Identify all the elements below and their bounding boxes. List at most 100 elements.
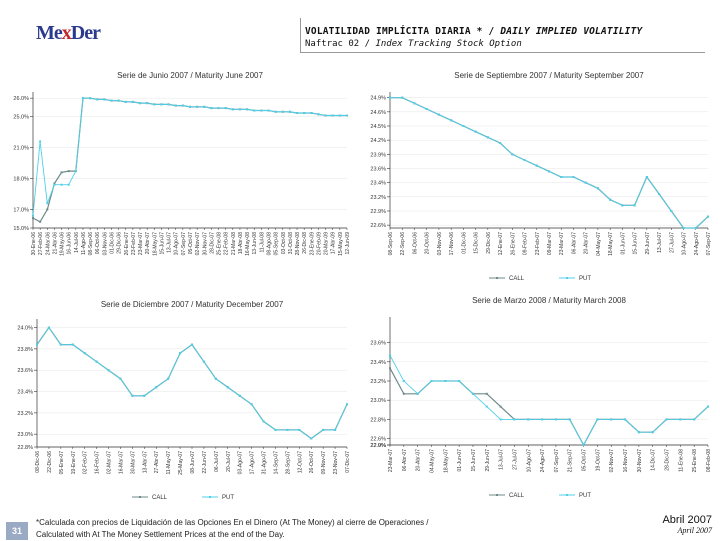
x-tick-label: 30-Nov-07 [637, 449, 643, 473]
data-point-put [462, 125, 465, 127]
data-point-call [32, 217, 34, 220]
data-point-call [53, 182, 56, 185]
x-tick-label: 26-Dic-08 [302, 232, 308, 254]
data-point-put [281, 110, 284, 113]
x-tick-label: 22-Jun-07 [202, 451, 208, 474]
data-point-put [450, 119, 453, 122]
x-tick-label: 16-Jun-06 [67, 232, 73, 255]
page-subtitle-en: Index Tracking Stock Option [375, 39, 522, 49]
data-point-put [322, 428, 325, 431]
data-point-put [95, 360, 98, 363]
data-point-put [96, 98, 99, 101]
data-point-call [46, 208, 49, 211]
x-tick-label: 23-Mar-07 [559, 232, 565, 255]
y-tick-label: 22.9% [370, 443, 386, 449]
data-point-call [60, 171, 63, 174]
footnote: *Calculada con precios de Liquidación de… [36, 517, 429, 541]
x-tick-label: 18-May-07 [152, 232, 158, 256]
data-point-put [60, 183, 63, 186]
data-point-put [124, 100, 127, 103]
data-point-put [670, 210, 673, 212]
x-tick-label: 16-Mar-07 [118, 451, 124, 474]
y-tick-label: 23.8% [17, 347, 33, 353]
x-tick-label: 30-Nov-07 [202, 232, 208, 256]
data-point-put [527, 418, 530, 421]
x-tick-label: 09-Feb-07 [523, 232, 529, 255]
x-tick-label: 13-Jul-07 [499, 449, 505, 470]
x-tick-label: 08-Sep-06 [388, 232, 394, 256]
data-point-put [658, 193, 661, 195]
data-point-put [499, 418, 502, 421]
x-tick-label: 27-Jul-07 [512, 449, 518, 470]
y-tick-label: 23.0% [17, 432, 33, 438]
date-es: Abril 2007 [662, 514, 712, 526]
x-tick-label: 23-Feb-07 [131, 232, 137, 255]
data-point-put [665, 418, 668, 421]
x-tick-label: 22-Feb-08 [224, 232, 230, 255]
data-point-put [633, 204, 636, 207]
x-tick-label: 12-Ene-07 [498, 232, 504, 256]
x-tick-label: 23-Feb-07 [535, 232, 541, 255]
data-point-put [486, 136, 489, 139]
x-tick-label: 06-Abr-07 [571, 232, 577, 254]
legend-marker-call [139, 496, 141, 498]
x-tick-label: 24-Ago-07 [540, 449, 546, 473]
chart-title: Serie de Marzo 2008 / Maturity March 200… [472, 297, 626, 305]
data-point-put [310, 112, 313, 115]
legend-label-call: CALL [152, 495, 168, 501]
x-tick-label: 21-Sep-07 [568, 449, 574, 473]
data-point-put [203, 105, 206, 108]
legend-label-put: PUT [579, 276, 591, 282]
x-tick-label: 15-Jun-07 [633, 232, 639, 255]
page-title: VOLATILIDAD IMPLÍCITA DIARIA * / DAILY I… [305, 26, 642, 37]
x-tick-label: 14-Jul-06 [74, 232, 80, 253]
x-tick-label: 06-Abr-07 [402, 449, 408, 471]
legend-label-put: PUT [579, 493, 591, 499]
chart-march-2008: Serie de Marzo 2008 / Maturity March 200… [370, 297, 712, 499]
data-point-put [317, 113, 320, 116]
y-tick-label: 23.4% [17, 390, 33, 396]
data-point-put [624, 418, 627, 421]
x-tick-label: 29-Jun-07 [645, 232, 651, 255]
x-tick-label: 19-Ene-07 [71, 451, 77, 475]
x-tick-label: 23-Nov-07 [333, 451, 339, 475]
data-point-put [226, 386, 229, 389]
y-tick-label: 24.0% [17, 326, 33, 332]
data-point-put [485, 405, 488, 408]
x-tick-label: 10-Ago-07 [682, 232, 688, 256]
logo-text-1: Me [36, 22, 63, 44]
data-point-call [485, 392, 488, 395]
x-tick-label: 20-Abr-07 [416, 449, 422, 471]
y-tick-label: 22.6% [370, 437, 386, 443]
data-point-put [71, 343, 74, 346]
page-subtitle: Naftrac 02 / Index Tracking Stock Option [305, 39, 642, 49]
x-tick-label: 13-Jul-07 [167, 232, 173, 253]
data-point-put [596, 187, 599, 190]
y-tick-label: 22.8% [17, 445, 33, 451]
data-point-call [402, 392, 405, 395]
footnote-line-1: *Calculada con precios de Liquidación de… [36, 518, 429, 527]
data-point-put [596, 418, 599, 421]
x-tick-label: 26-Oct-07 [309, 451, 315, 473]
x-tick-label: 11-May-07 [166, 451, 172, 475]
x-tick-label: 04-May-07 [429, 449, 435, 473]
x-tick-label: 08-Jun-07 [190, 451, 196, 474]
x-tick-label: 19-May-06 [60, 232, 66, 256]
data-point-put [191, 343, 193, 346]
data-point-put [402, 380, 405, 382]
data-point-put [238, 108, 241, 111]
data-point-put [693, 418, 696, 421]
x-tick-label: 20-Abr-07 [584, 232, 590, 254]
series-line-call [390, 97, 709, 229]
x-tick-label: 26-Ene-07 [124, 232, 130, 256]
x-tick-label: 26-Ene-07 [510, 232, 516, 256]
x-tick-label: 25-Ene-08 [217, 232, 223, 256]
legend-label-call: CALL [509, 493, 525, 499]
data-point-put [288, 110, 291, 113]
mexder-logo: MexDer [36, 22, 101, 45]
data-point-put [32, 214, 34, 217]
x-tick-label: 07-Sep-07 [181, 232, 187, 256]
x-tick-label: 31-Oct-08 [288, 232, 294, 254]
x-tick-label: 22-Dic-06 [47, 451, 53, 473]
chart-june-2007: Serie de Junio 2007 / Maturity June 2007… [13, 71, 351, 256]
